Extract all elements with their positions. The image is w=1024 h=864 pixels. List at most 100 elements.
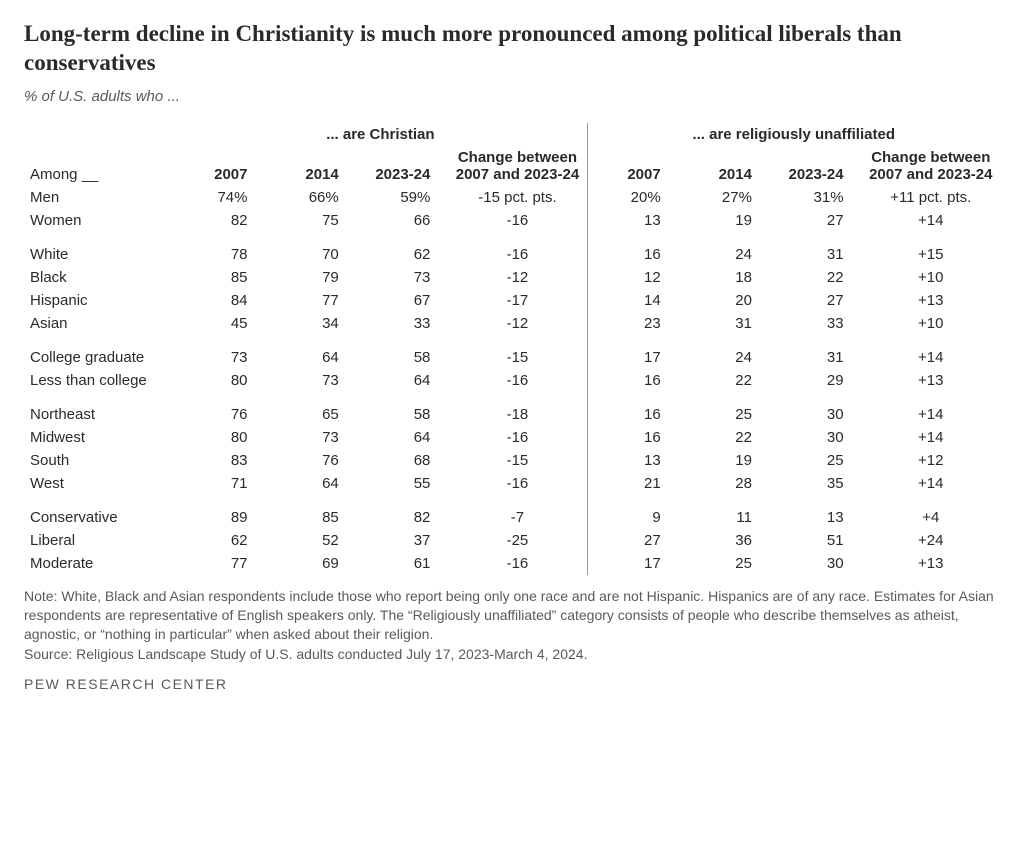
cell: 58 <box>357 392 449 426</box>
table-row: Less than college807364-16162229+13 <box>24 369 1000 392</box>
cell-change: -16 <box>448 209 586 232</box>
table-row: Conservative898582-791113+4 <box>24 495 1000 529</box>
cell: 22 <box>679 426 770 449</box>
source-line: Source: Religious Landscape Study of U.S… <box>24 646 1000 662</box>
cell-change: -12 <box>448 266 586 289</box>
table-row: West716455-16212835+14 <box>24 472 1000 495</box>
row-label: Asian <box>24 312 174 335</box>
cell: 14 <box>587 289 678 312</box>
cell-change: +13 <box>862 369 1000 392</box>
row-label: Northeast <box>24 392 174 426</box>
cell: 74% <box>174 186 265 209</box>
cell-change: +14 <box>862 426 1000 449</box>
cell: 13 <box>587 209 678 232</box>
cell: 30 <box>770 426 862 449</box>
cell: 24 <box>679 335 770 369</box>
row-label: White <box>24 232 174 266</box>
cell: 73 <box>266 426 357 449</box>
cell: 34 <box>266 312 357 335</box>
cell: 82 <box>174 209 265 232</box>
row-label: Conservative <box>24 495 174 529</box>
row-label: West <box>24 472 174 495</box>
cell: 80 <box>174 369 265 392</box>
cell: 77 <box>266 289 357 312</box>
cell-change: +14 <box>862 392 1000 426</box>
cell-change: -16 <box>448 472 586 495</box>
cell: 64 <box>357 426 449 449</box>
brand-footer: PEW RESEARCH CENTER <box>24 676 1000 692</box>
row-label: Men <box>24 186 174 209</box>
row-label: South <box>24 449 174 472</box>
row-label: Less than college <box>24 369 174 392</box>
cell: 28 <box>679 472 770 495</box>
cell: 16 <box>587 369 678 392</box>
cell: 64 <box>357 369 449 392</box>
cell: 19 <box>679 449 770 472</box>
cell: 76 <box>174 392 265 426</box>
cell: 16 <box>587 426 678 449</box>
chart-subtitle: % of U.S. adults who ... <box>24 88 1000 105</box>
cell: 59% <box>357 186 449 209</box>
table-row: Northeast766558-18162530+14 <box>24 392 1000 426</box>
among-label: Among __ <box>24 146 174 187</box>
col-change-u: Change between2007 and 2023-24 <box>862 146 1000 187</box>
cell: 51 <box>770 529 862 552</box>
cell: 55 <box>357 472 449 495</box>
table-row: Liberal625237-25273651+24 <box>24 529 1000 552</box>
cell: 45 <box>174 312 265 335</box>
cell: 35 <box>770 472 862 495</box>
cell: 22 <box>679 369 770 392</box>
cell: 9 <box>587 495 678 529</box>
cell: 82 <box>357 495 449 529</box>
row-label: Moderate <box>24 552 174 575</box>
col-2014-c: 2014 <box>266 146 357 187</box>
chart-title: Long-term decline in Christianity is muc… <box>24 20 1000 78</box>
cell: 23 <box>587 312 678 335</box>
group-header-christian: ... are Christian <box>174 123 586 146</box>
cell: 27 <box>770 289 862 312</box>
row-label: Hispanic <box>24 289 174 312</box>
cell-change: -15 <box>448 449 586 472</box>
cell: 27 <box>587 529 678 552</box>
cell: 13 <box>770 495 862 529</box>
cell: 80 <box>174 426 265 449</box>
cell: 17 <box>587 335 678 369</box>
group-header-row: ... are Christian ... are religiously un… <box>24 123 1000 146</box>
cell: 17 <box>587 552 678 575</box>
row-label: Liberal <box>24 529 174 552</box>
cell: 18 <box>679 266 770 289</box>
table-row: Women827566-16131927+14 <box>24 209 1000 232</box>
cell: 31% <box>770 186 862 209</box>
cell-change: -17 <box>448 289 586 312</box>
cell: 52 <box>266 529 357 552</box>
row-label: Women <box>24 209 174 232</box>
cell: 25 <box>679 552 770 575</box>
cell: 30 <box>770 552 862 575</box>
table-row: Moderate776961-16172530+13 <box>24 552 1000 575</box>
cell-change: -16 <box>448 369 586 392</box>
cell: 64 <box>266 335 357 369</box>
cell: 21 <box>587 472 678 495</box>
table-row: College graduate736458-15172431+14 <box>24 335 1000 369</box>
cell: 24 <box>679 232 770 266</box>
col-2023-u: 2023-24 <box>770 146 862 187</box>
cell-change: -12 <box>448 312 586 335</box>
cell: 19 <box>679 209 770 232</box>
cell: 33 <box>770 312 862 335</box>
cell: 62 <box>357 232 449 266</box>
cell: 25 <box>770 449 862 472</box>
cell-change: +13 <box>862 289 1000 312</box>
row-label: Black <box>24 266 174 289</box>
cell: 65 <box>266 392 357 426</box>
cell: 85 <box>174 266 265 289</box>
cell-change: +24 <box>862 529 1000 552</box>
cell: 29 <box>770 369 862 392</box>
table-row: Midwest807364-16162230+14 <box>24 426 1000 449</box>
cell-change: +4 <box>862 495 1000 529</box>
cell: 20 <box>679 289 770 312</box>
cell: 22 <box>770 266 862 289</box>
cell-change: +11 pct. pts. <box>862 186 1000 209</box>
col-change-c: Change between2007 and 2023-24 <box>448 146 586 187</box>
cell: 11 <box>679 495 770 529</box>
cell-change: +12 <box>862 449 1000 472</box>
